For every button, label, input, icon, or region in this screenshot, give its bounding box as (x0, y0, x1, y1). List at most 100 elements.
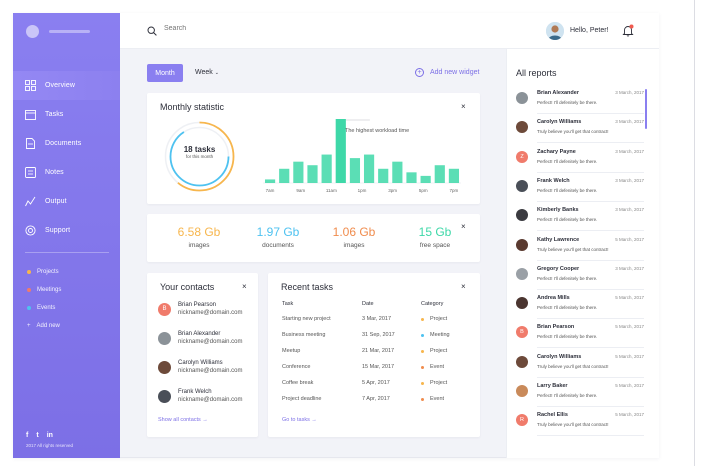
sidebar-category-add-new[interactable]: + Add new (27, 323, 60, 329)
report-item[interactable]: Carolyn Williams 5 March, 2017 Truly belie… (516, 351, 644, 380)
report-item[interactable]: Brian Alexander 3 March, 2017 Perfect! I'l… (516, 87, 644, 116)
divider (537, 142, 644, 144)
scrollbar[interactable] (645, 89, 647, 129)
chart-bar (321, 154, 332, 183)
report-date: 5 March, 2017 (615, 412, 644, 418)
report-item[interactable]: Larry Baker 5 March, 2017 Perfect! I'll de… (516, 380, 644, 409)
divider (537, 347, 644, 349)
card-title: Monthly statistic (160, 102, 225, 112)
avatar (516, 179, 528, 192)
contact-name: Brian Pearson (178, 302, 217, 308)
task-name[interactable]: Business meeting (282, 332, 326, 338)
chart-bar (307, 165, 318, 183)
task-name[interactable]: Meetup (282, 348, 301, 354)
sidebar-category-projects[interactable]: Projects (27, 269, 59, 275)
sidebar-category-meetings[interactable]: Meetings (27, 287, 61, 293)
social-links: f t in (26, 432, 53, 439)
report-date: 3 March, 2017 (615, 119, 644, 125)
go-to-tasks-link[interactable]: Go to tasks → (282, 417, 317, 423)
report-message: Truly believe you'll get that contract! (537, 363, 609, 369)
close-icon[interactable]: × (461, 222, 466, 231)
category-dot-icon (421, 381, 424, 385)
week-dropdown[interactable]: Week ⌄ (195, 69, 219, 76)
sidebar-category-events[interactable]: Events (27, 305, 55, 311)
linkedin-icon[interactable]: in (46, 432, 53, 439)
divider (537, 376, 644, 378)
show-all-contacts-link[interactable]: Show all contacts → (158, 417, 208, 423)
report-item[interactable]: Kathy Lawrence 5 March, 2017 Truly believe… (516, 234, 644, 263)
avatar: R (516, 414, 528, 427)
report-author: Brian Alexander (537, 90, 579, 96)
task-name[interactable]: Conference (282, 364, 311, 370)
contact-item[interactable]: Brian Alexander nickname@domain.com (158, 326, 242, 350)
donut-ring-orange (164, 121, 235, 192)
divider (537, 113, 644, 114)
report-item[interactable]: Gregory Cooper 3 March, 2017 Perfect! I'll… (516, 263, 644, 292)
avatar (516, 355, 528, 368)
contact-item[interactable]: Carolyn Williams nickname@domain.com (158, 355, 242, 379)
task-name[interactable]: Starting new project (282, 316, 331, 322)
search-icon[interactable] (147, 26, 157, 36)
contact-item[interactable]: B Brian Pearson nickname@domain.com (158, 297, 242, 321)
sidebar-item-tasks[interactable]: Tasks (13, 100, 120, 129)
category-label: Event (430, 364, 445, 370)
avatar (516, 209, 528, 222)
report-item[interactable]: Z Zachary Payne 3 March, 2017 Perfect! I'll… (516, 146, 644, 175)
report-date: 5 March, 2017 (615, 353, 644, 359)
sidebar-item-label: Tasks (45, 111, 64, 118)
report-item[interactable]: Carolyn Williams 3 March, 2017 Truly belie… (516, 116, 644, 145)
close-icon[interactable]: × (242, 282, 247, 291)
sidebar-item-support[interactable]: Support (13, 216, 120, 245)
twitter-icon[interactable]: t (36, 432, 39, 439)
storage-value: 6.58 Gb (177, 225, 221, 239)
contact-item[interactable]: Frank Welch nickname@domain.com (158, 384, 242, 408)
report-date: 3 March, 2017 (615, 90, 644, 95)
card-title: Your contacts (160, 282, 215, 292)
report-item[interactable]: Andrea Mills 5 March, 2017 Perfect! I'll d… (516, 292, 644, 321)
storage-stat: 1.97 Gb documents (243, 225, 313, 249)
user-avatar[interactable] (546, 22, 564, 40)
report-item[interactable]: R Rachel Ellis 5 March, 2017 Truly believe … (516, 409, 644, 438)
column-header-date: Date (362, 301, 374, 307)
tick-label: 3pm (388, 188, 397, 193)
close-icon[interactable]: × (461, 102, 466, 111)
divider (694, 0, 695, 466)
add-widget-label: Add new widget (430, 69, 480, 76)
report-author: Carolyn Williams (537, 119, 582, 126)
tick-label: 9am (296, 188, 305, 193)
storage-label: free space (419, 242, 451, 249)
category-label: Events (37, 305, 56, 311)
chart-bar (335, 119, 346, 183)
sidebar-item-documents[interactable]: Documents (13, 129, 120, 158)
facebook-icon[interactable]: f (26, 432, 29, 439)
notification-bell-icon[interactable] (622, 24, 634, 37)
task-name[interactable]: Coffee break (282, 380, 314, 386)
month-toggle-button[interactable]: Month (147, 64, 183, 82)
close-icon[interactable]: × (461, 282, 466, 291)
chart-bar (378, 168, 389, 183)
report-item[interactable]: Frank Welch 3 March, 2017 Perfect! I'll de… (516, 175, 644, 204)
storage-label: images (343, 242, 365, 249)
task-name[interactable]: Project deadline (282, 396, 322, 402)
divider (537, 171, 644, 173)
search-input[interactable] (164, 25, 284, 32)
category-label: Project (430, 348, 448, 354)
grid-icon (25, 80, 36, 91)
sidebar-item-overview[interactable]: Overview (13, 71, 120, 100)
report-message: Perfect! I'll defenitely be there. (537, 393, 598, 398)
report-item[interactable]: B Brian Pearson 5 March, 2017 Perfect! I'll… (516, 321, 644, 350)
tick-label: 5pm (419, 188, 428, 193)
report-date: 3 March, 2017 (615, 148, 644, 154)
category-dot-icon (421, 317, 424, 321)
storage-value: 1.06 Gb (332, 225, 376, 239)
add-widget-button[interactable]: + Add new widget (415, 68, 479, 77)
sidebar-item-output[interactable]: Output (13, 187, 120, 216)
chart-bar (434, 165, 445, 183)
avatar (158, 331, 171, 345)
sidebar-item-label: Output (45, 198, 67, 205)
report-item[interactable]: Kimberly Banks 3 March, 2017 Perfect! I'll… (516, 204, 644, 233)
sidebar-item-notes[interactable]: Notes (13, 158, 120, 187)
contacts-card: Your contacts × B Brian Pearson nickname@d… (147, 273, 258, 437)
report-message: Perfect! I'll defenitely be there. (537, 275, 598, 281)
tick-label: 11am (326, 188, 337, 193)
